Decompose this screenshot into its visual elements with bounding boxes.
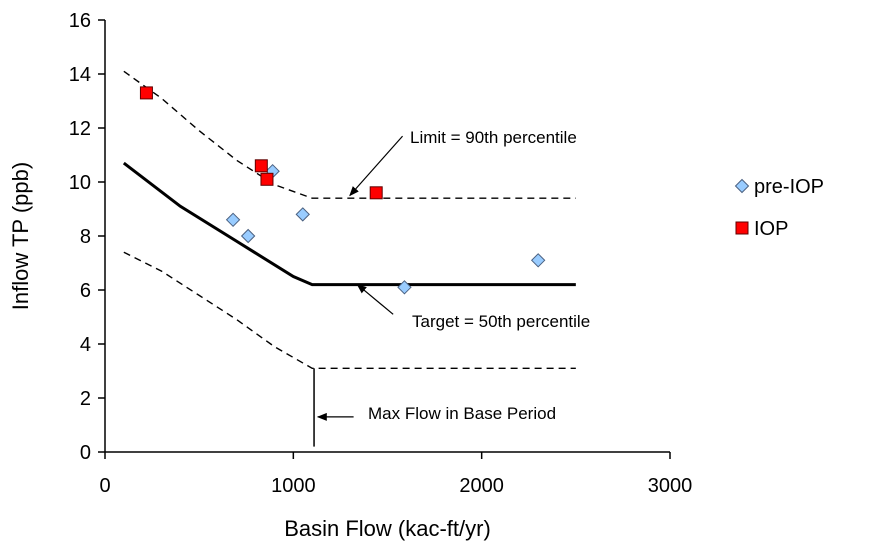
y-tick-label: 16 [69, 10, 91, 32]
pre-iop-point [397, 280, 412, 295]
target-50th-line [122, 161, 576, 287]
iop-point [139, 86, 153, 100]
max-flow-annotation-text: Max Flow in Base Period [368, 404, 556, 423]
y-tick-label: 2 [80, 388, 91, 410]
y-tick-label: 10 [69, 172, 91, 194]
y-tick-label: 14 [69, 64, 91, 86]
x-tick-label: 1000 [271, 475, 316, 497]
limit-90th-line [123, 70, 576, 199]
iop-point [260, 172, 274, 186]
limit-annotation-arrow [349, 135, 404, 197]
x-axis-title: Basin Flow (kac-ft/yr) [284, 516, 491, 541]
y-tick-label: 0 [80, 442, 91, 464]
pre-iop-point [240, 228, 256, 244]
limit-annotation-text: Limit = 90th percentile [410, 128, 577, 147]
lower-10th-line [123, 251, 576, 369]
legend-label: IOP [754, 218, 788, 240]
y-axis-title: Inflow TP (ppb) [8, 162, 33, 310]
data-points [139, 86, 546, 295]
y-tick-label: 8 [80, 226, 91, 248]
y-tick-label: 4 [80, 334, 91, 356]
pre-iop-point [225, 212, 241, 228]
legend: pre-IOP IOP [734, 176, 824, 240]
annotations: Limit = 90th percentile Target = 50th per… [316, 128, 590, 423]
axes [98, 19, 671, 459]
pre-iop-point [530, 253, 546, 268]
legend-label: pre-IOP [754, 176, 824, 198]
x-tick-label: 2000 [459, 475, 504, 497]
iop-point [369, 186, 383, 200]
target-annotation-text: Target = 50th percentile [412, 312, 590, 331]
target-annotation-arrow [356, 283, 394, 315]
legend-marker-pre-iop [734, 178, 750, 194]
tick-labels: 0 2 4 6 8 10 12 14 16 0 1000 2000 3000 [69, 10, 693, 497]
y-tick-label: 6 [80, 280, 91, 302]
iop-point [254, 159, 268, 173]
x-tick-label: 0 [99, 475, 110, 497]
legend-marker-iop [735, 221, 749, 235]
x-tick-label: 3000 [648, 475, 693, 497]
y-tick-label: 12 [69, 118, 91, 140]
reference-lines [122, 70, 576, 447]
pre-iop-point [295, 207, 310, 222]
